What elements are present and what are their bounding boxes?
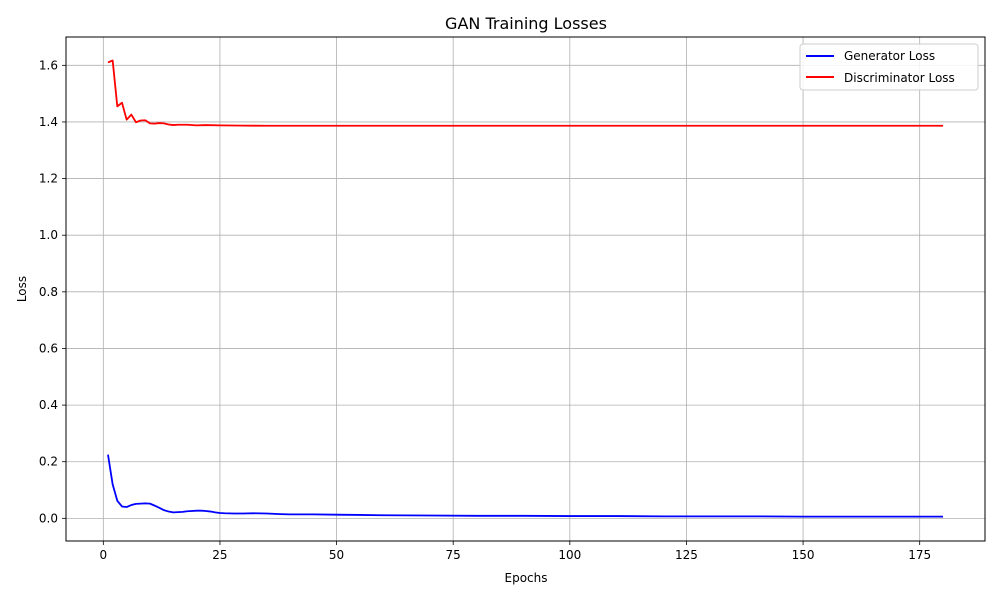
y-tick-label: 0.0 xyxy=(39,511,58,525)
y-tick-label: 0.4 xyxy=(39,398,58,412)
chart-title: GAN Training Losses xyxy=(445,14,607,33)
series-lines xyxy=(107,59,944,518)
plot-frame xyxy=(65,36,986,542)
x-axis-title: Epochs xyxy=(505,571,548,585)
x-tick-label: 50 xyxy=(329,548,344,562)
legend-label-generator: Generator Loss xyxy=(844,49,935,63)
legend-box xyxy=(799,43,979,91)
y-axis-title: Loss xyxy=(15,276,29,302)
y-tick-label: 0.2 xyxy=(39,455,58,469)
legend: Generator Loss Discriminator Loss xyxy=(799,43,979,91)
legend-label-discriminator: Discriminator Loss xyxy=(844,71,955,85)
x-tick-label: 25 xyxy=(212,548,227,562)
grid xyxy=(66,37,985,541)
y-tick-label: 1.4 xyxy=(39,115,58,129)
y-tick-label: 0.8 xyxy=(39,285,58,299)
x-tick-label: 125 xyxy=(675,548,698,562)
y-tick-label: 0.6 xyxy=(39,341,58,355)
x-tick-label: 175 xyxy=(908,548,931,562)
axis-ticks: 0 25 50 75 100 125 150 175 0.0 0.2 0.4 0.6 0.8 1.0 1.2… xyxy=(39,58,931,562)
discriminator-loss-line xyxy=(107,59,944,127)
y-tick-label: 1.2 xyxy=(39,172,58,186)
y-tick-label: 1.6 xyxy=(39,58,58,72)
x-tick-label: 0 xyxy=(99,548,107,562)
x-tick-label: 150 xyxy=(792,548,815,562)
generator-loss-line xyxy=(107,454,944,518)
x-tick-label: 100 xyxy=(558,548,581,562)
y-tick-label: 1.0 xyxy=(39,228,58,242)
x-tick-label: 75 xyxy=(446,548,461,562)
